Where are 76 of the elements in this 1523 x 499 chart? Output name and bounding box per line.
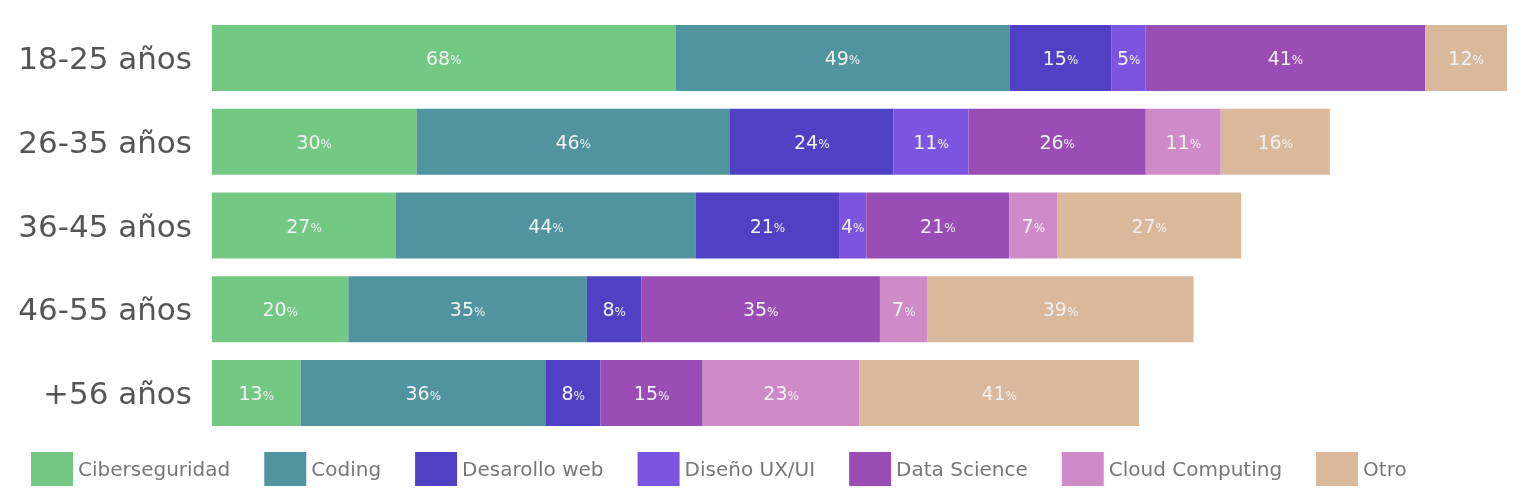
bar — [879, 276, 928, 343]
bar — [968, 108, 1146, 175]
legend-label: Desarollo web — [462, 457, 604, 481]
data-label: 27% — [286, 214, 322, 237]
data-label: 5% — [1116, 46, 1141, 69]
data-label: 26% — [1039, 130, 1075, 153]
bar — [212, 24, 676, 91]
bar — [545, 360, 601, 427]
bar — [1145, 108, 1221, 175]
data-label: 12% — [1448, 46, 1484, 69]
data-label: 8% — [602, 298, 626, 321]
bar — [927, 276, 1194, 343]
data-label: 15% — [633, 382, 670, 405]
data-label: 7% — [1021, 214, 1046, 237]
legend-label: Data Science — [896, 457, 1028, 481]
bar — [600, 360, 703, 427]
y-tick-label: +56 años — [42, 375, 192, 412]
bar — [1111, 24, 1146, 91]
legend-label: Ciberseguridad — [78, 457, 231, 481]
bar — [348, 276, 587, 343]
data-label: 35% — [449, 298, 486, 321]
bar — [695, 192, 840, 259]
bar — [300, 360, 546, 427]
bar — [1425, 24, 1507, 91]
y-tick-label: 36-45 años — [18, 207, 192, 244]
legend-label: Diseño UX/UI — [684, 457, 816, 481]
data-label: 8% — [561, 382, 585, 405]
data-label: 27% — [1131, 214, 1167, 237]
data-label: 23% — [763, 382, 799, 405]
bar — [702, 360, 860, 427]
data-label: 20% — [262, 298, 298, 321]
data-label: 21% — [920, 214, 956, 237]
bar — [675, 24, 1010, 91]
data-label: 11% — [913, 130, 949, 153]
bar — [859, 360, 1139, 427]
bar — [893, 108, 969, 175]
y-tick-label: 26-35 años — [18, 123, 192, 160]
bar — [212, 360, 301, 427]
data-label: 30% — [296, 130, 333, 153]
bar — [839, 192, 867, 259]
legend-label: Cloud Computing — [1108, 457, 1283, 481]
bar — [641, 276, 880, 343]
bar — [1009, 24, 1112, 91]
bar — [396, 192, 696, 259]
data-label: 49% — [824, 46, 861, 69]
y-tick-label: 18-25 años — [18, 39, 192, 76]
bar — [212, 276, 349, 343]
data-label: 41% — [981, 382, 1018, 405]
data-label: 35% — [742, 298, 779, 321]
data-label: 4% — [840, 214, 865, 237]
data-label: 39% — [1042, 298, 1079, 321]
bar — [1009, 192, 1058, 259]
bar — [1220, 108, 1330, 175]
data-label: 41% — [1267, 46, 1304, 69]
data-label: 16% — [1257, 130, 1294, 153]
data-label: 46% — [555, 130, 592, 153]
bar — [212, 108, 417, 175]
bar — [212, 192, 397, 259]
data-label: 68% — [425, 46, 462, 69]
data-label: 21% — [749, 214, 786, 237]
legend-label: Coding — [311, 457, 382, 481]
bar — [1057, 192, 1242, 259]
data-label: 15% — [1042, 46, 1079, 69]
data-label: 11% — [1165, 130, 1202, 153]
data-label: 7% — [892, 298, 916, 321]
bar — [866, 192, 1010, 259]
bar — [730, 108, 894, 175]
y-tick-label: 46-55 años — [18, 291, 192, 328]
data-label: 44% — [528, 214, 564, 237]
bar — [586, 276, 642, 343]
data-label: 24% — [793, 130, 830, 153]
data-label: 13% — [238, 382, 275, 405]
bar — [416, 108, 730, 175]
data-label: 36% — [405, 382, 442, 405]
bar — [1145, 24, 1426, 91]
legend-label: Otro — [1363, 457, 1407, 481]
